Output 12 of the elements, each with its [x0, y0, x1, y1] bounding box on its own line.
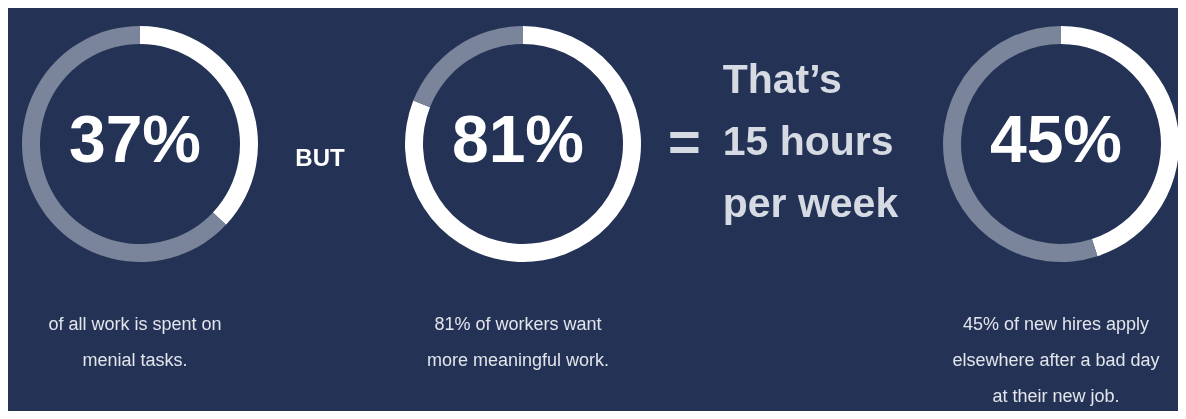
- donut-slice: [405, 26, 641, 262]
- text: That’s 15 hours per week: [722, 55, 899, 228]
- text: of all work is spent on menial tasks.: [47, 313, 223, 372]
- text: BUT: [294, 144, 346, 172]
- text: 81%: [450, 101, 586, 178]
- donut-slice: [413, 26, 523, 108]
- text: =: [668, 108, 701, 174]
- text: 81% of workers want more meaningful work.: [425, 313, 611, 372]
- text: 37%: [67, 101, 203, 178]
- text: 45% of new hires apply elsewhere after a bad day at their new job.: [951, 313, 1161, 408]
- donut-slice: [22, 26, 227, 262]
- text: 45%: [988, 101, 1124, 178]
